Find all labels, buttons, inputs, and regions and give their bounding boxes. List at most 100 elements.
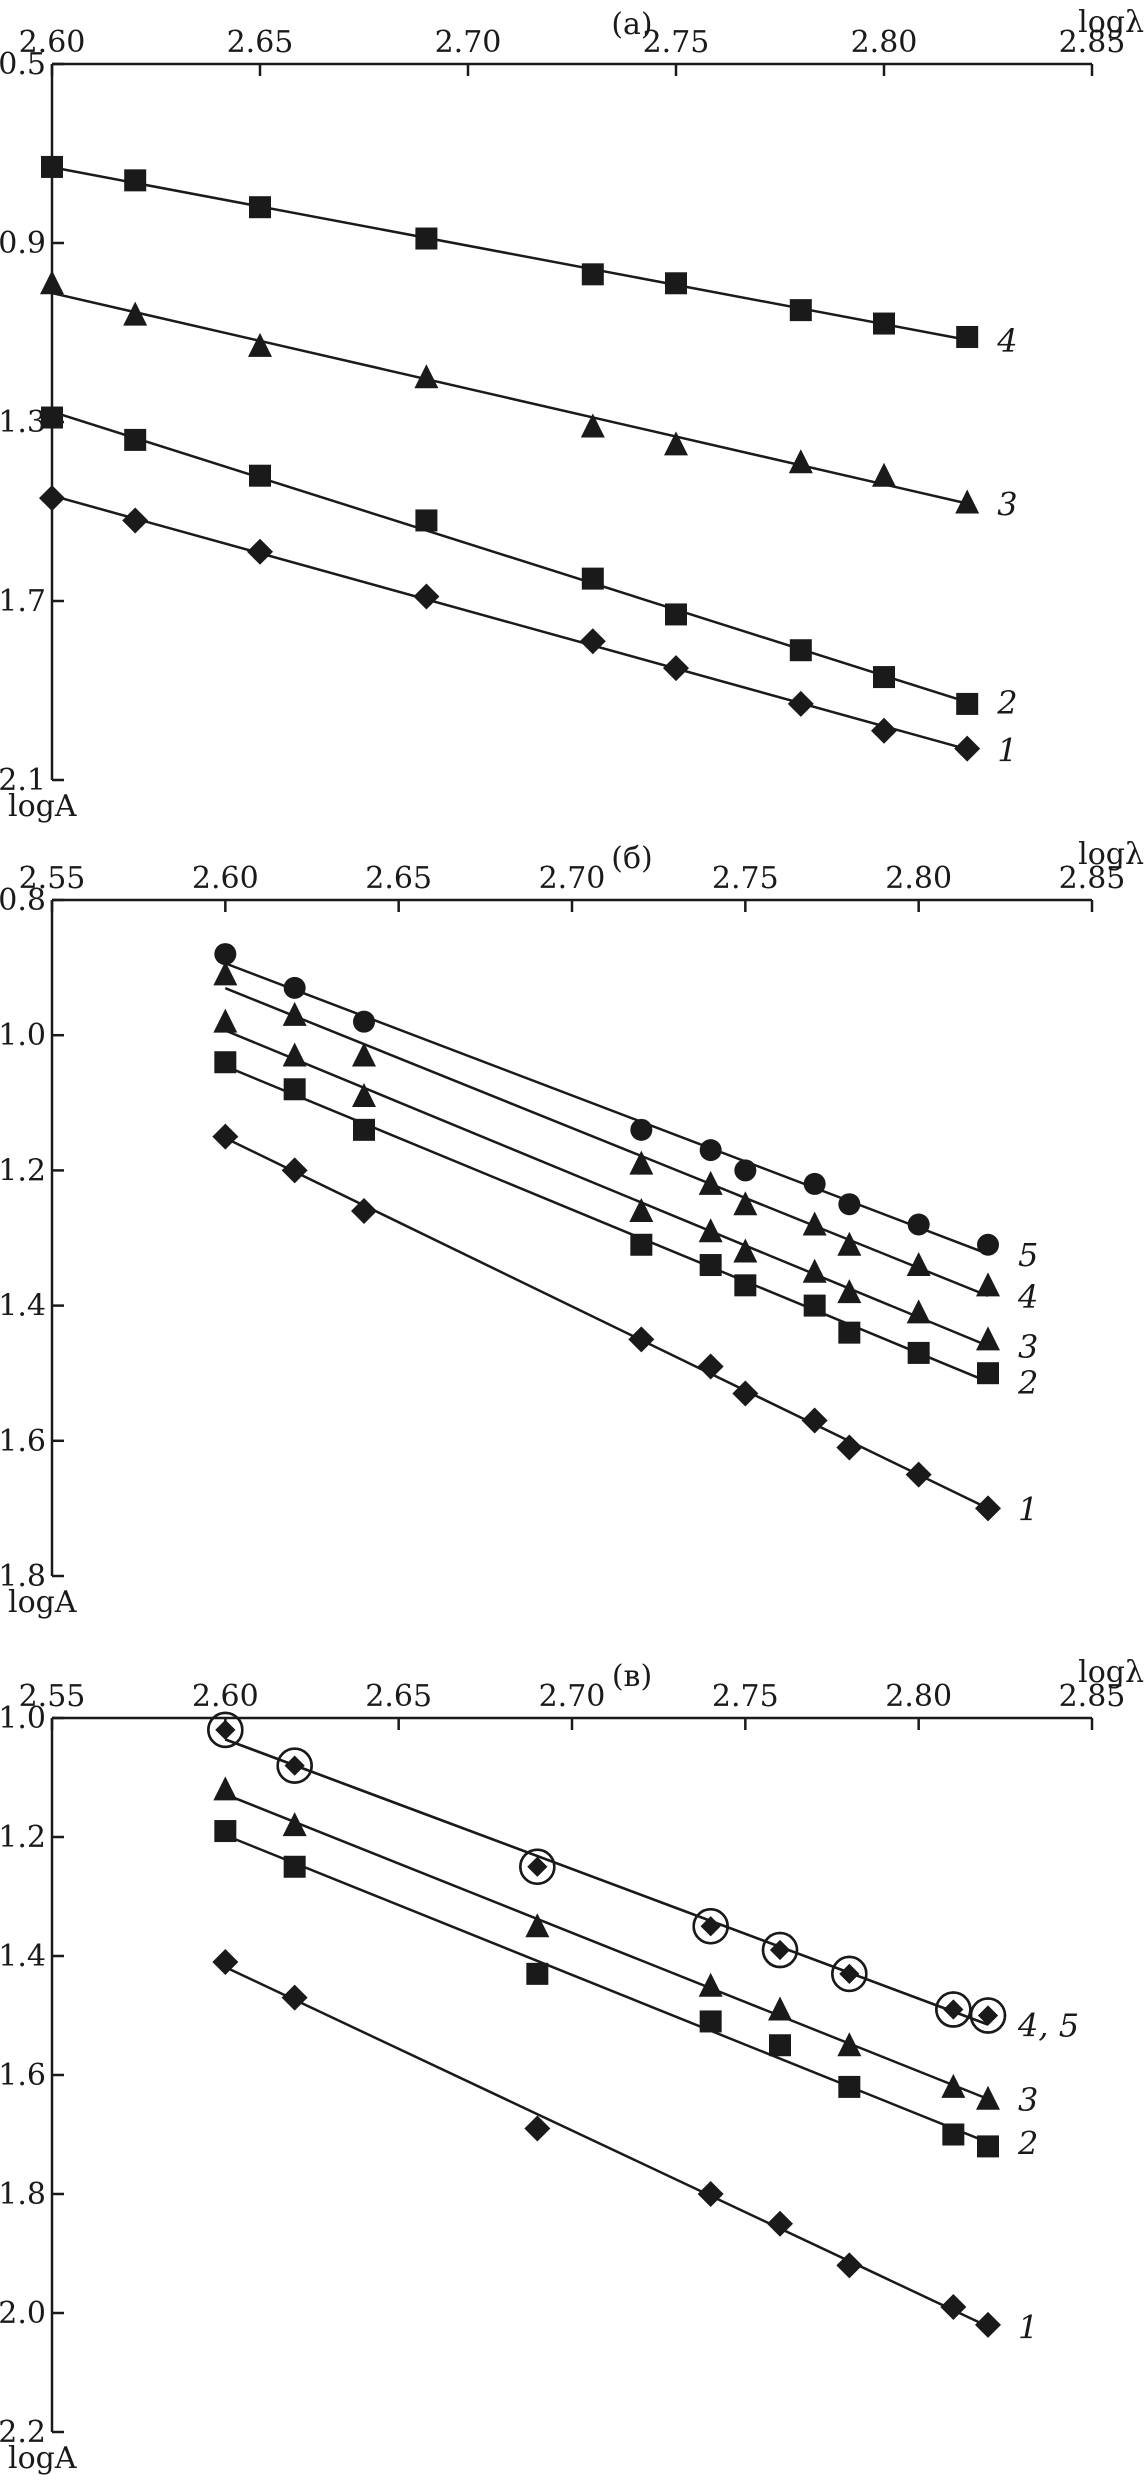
circle-marker (803, 1172, 826, 1195)
triangle-marker (976, 2085, 1000, 2110)
diamond-marker (527, 1856, 548, 1877)
x-axis-title: logλ (1078, 837, 1144, 872)
y-tick-label: -1.0 (0, 1701, 46, 1736)
circle-marker (283, 976, 306, 999)
triangle-marker (580, 413, 605, 438)
square-marker (665, 603, 687, 626)
circle-marker (734, 1159, 757, 1182)
diamond-marker (975, 1495, 1001, 1522)
diamond-marker (247, 538, 273, 565)
triangle-marker (282, 1812, 307, 1837)
series-label: 3 (1018, 1328, 1038, 1366)
fit-line (51, 291, 968, 505)
triangle-marker (976, 1326, 1000, 1351)
triangle-marker (123, 301, 148, 326)
triangle-marker (768, 1996, 792, 2021)
triangle-marker (906, 1252, 931, 1277)
square-marker (249, 464, 271, 487)
square-marker (803, 1294, 826, 1317)
y-tick-label: -0.5 (0, 47, 46, 82)
ring-marker (692, 1908, 729, 1945)
series-4 (207, 1711, 1007, 2034)
triangle-marker (906, 1299, 931, 1324)
series-label: 4 (996, 322, 1017, 360)
x-axis-title: logλ (1078, 1655, 1144, 1690)
chart-panel-3: (в) logλ logA 2.55 2.60 2.65 2.70 2.75 2.80 2.85 -… (0, 1655, 1144, 2476)
x-tick-label: 2.70 (539, 1679, 606, 1714)
square-marker (581, 263, 604, 286)
square-marker (124, 169, 147, 192)
triangle-marker (352, 1083, 376, 1108)
y-tick-label: -1.6 (0, 2058, 46, 2093)
triangle-marker (629, 1197, 654, 1222)
series-label: 2 (996, 684, 1017, 722)
triangle-marker (837, 1231, 862, 1256)
square-marker (907, 1341, 930, 1364)
square-marker (249, 196, 271, 219)
triangle-marker (802, 1211, 827, 1236)
diamond-marker (732, 1380, 759, 1407)
series-5 (214, 943, 999, 1256)
square-marker (214, 1051, 237, 1074)
ring-marker (207, 1711, 244, 1749)
diamond-marker (351, 1197, 377, 1224)
y-tick-label: -0.9 (0, 226, 46, 261)
triangle-marker (40, 270, 64, 295)
triangle-marker (698, 1972, 723, 1997)
square-marker (977, 1362, 999, 1385)
series-4 (213, 961, 1000, 1298)
fit-line (224, 1136, 989, 1510)
y-tick-label: -1.2 (0, 1153, 46, 1188)
triangle-marker (733, 1238, 758, 1263)
square-marker (283, 1855, 306, 1878)
diamond-marker (697, 1353, 724, 1380)
x-tick-label: 2.80 (885, 1679, 952, 1714)
series-label: 2 (1017, 1364, 1038, 1402)
series-1 (212, 1123, 1001, 1522)
x-axis-title: logλ (1078, 5, 1144, 40)
diamond-marker (663, 655, 689, 682)
diamond-marker (836, 2252, 863, 2279)
square-marker (353, 1118, 375, 1141)
ring-marker (969, 1997, 1007, 2034)
chart-panel-1: (a) logλ logA 2.60 2.65 2.70 2.75 2.80 2.85 -0.5 -… (0, 5, 1144, 824)
square-marker (665, 272, 687, 295)
diamond-marker (524, 2115, 551, 2142)
square-marker (214, 1820, 237, 1843)
square-marker (699, 2010, 722, 2033)
triangle-marker (698, 1170, 723, 1195)
triangle-marker (733, 1191, 758, 1216)
y-tick-label: -1.3 (0, 405, 46, 440)
square-marker (873, 666, 895, 689)
diamond-marker (787, 690, 814, 717)
circle-marker (699, 1139, 722, 1162)
x-tick-label: 2.80 (885, 861, 952, 896)
series-label: 4 (1017, 1278, 1038, 1316)
series-2 (41, 406, 979, 715)
fit-line (224, 1065, 989, 1383)
series-label: 1 (1018, 2308, 1038, 2346)
diamond-marker (579, 628, 606, 655)
diamond-marker (770, 1940, 790, 1961)
square-marker (769, 2034, 791, 2057)
diamond-marker (212, 1948, 239, 1975)
triangle-marker (414, 364, 439, 389)
circle-marker (353, 1010, 375, 1033)
x-tick-label: 2.65 (365, 1679, 432, 1714)
diamond-marker (284, 1755, 305, 1776)
series-label: 3 (1018, 2081, 1038, 2119)
y-tick-label: -1.0 (0, 1018, 46, 1053)
diamond-marker (413, 583, 440, 610)
square-marker (581, 567, 604, 590)
square-marker (977, 2135, 999, 2158)
square-marker (41, 406, 63, 429)
x-tick-label: 2.85 (1059, 25, 1126, 60)
x-tick-label: 2.85 (1059, 861, 1126, 896)
fit-line (51, 410, 968, 704)
diamond-marker (975, 2311, 1001, 2338)
triangle-marker (802, 1258, 827, 1283)
circle-marker (214, 943, 237, 966)
triangle-marker (872, 462, 896, 487)
x-tick-label: 2.85 (1059, 1679, 1126, 1714)
